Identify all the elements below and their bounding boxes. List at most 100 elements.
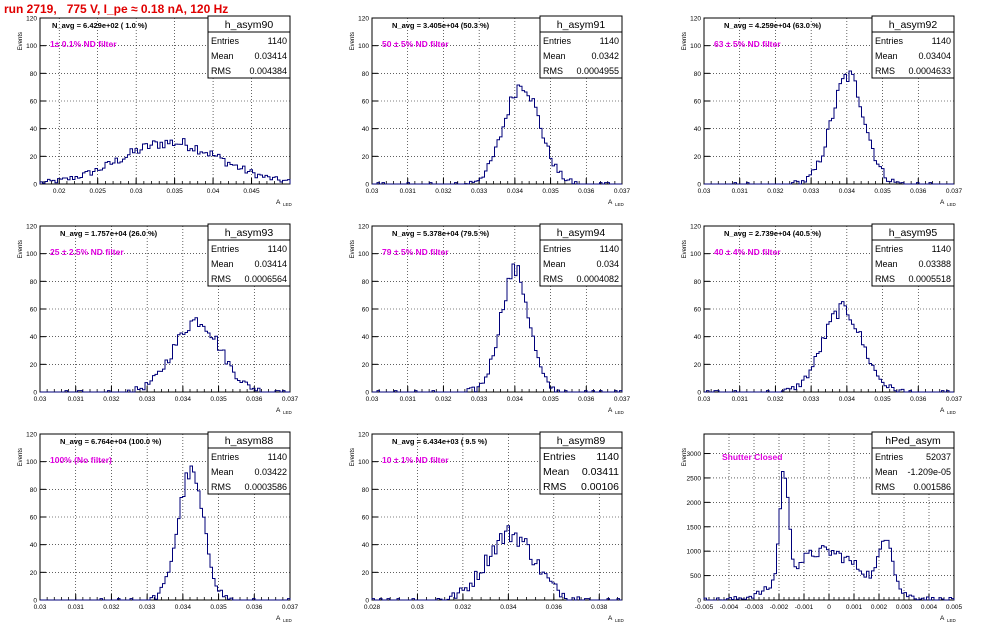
x-tick-label: 0.033 <box>471 188 488 195</box>
x-tick-label: 0.031 <box>400 188 417 195</box>
stat-value: 0.00106 <box>581 481 619 493</box>
x-tick-label: 0.037 <box>282 604 299 611</box>
x-tick-label: 0.033 <box>139 396 156 403</box>
stat-label: RMS <box>211 66 231 76</box>
y-tick-label: 20 <box>694 362 702 369</box>
x-tick-label: 0.032 <box>767 396 784 403</box>
y-tick-label: 100 <box>26 251 37 258</box>
stat-box: h_asym94 Entries 1140 Mean 0.034 RMS 0.0004082 <box>539 223 623 287</box>
y-tick-label: 120 <box>26 224 37 231</box>
x-tick-label: 0.037 <box>282 396 299 403</box>
stat-label: Entries <box>543 451 576 463</box>
histogram-name: h_asym90 <box>225 19 274 31</box>
x-axis-label: A <box>940 407 945 414</box>
stat-value: 0.0004633 <box>908 66 951 76</box>
x-tick-label: 0.031 <box>732 188 749 195</box>
y-tick-label: 60 <box>362 307 370 314</box>
x-tick-label: 0.032 <box>455 604 472 611</box>
y-axis-label: Events <box>682 240 688 258</box>
x-tick-label: 0.035 <box>166 188 183 195</box>
stat-box-body-frame <box>539 239 623 287</box>
x-axis-label: A <box>276 615 281 622</box>
y-tick-label: 120 <box>26 432 37 439</box>
y-tick-label: 60 <box>362 515 370 522</box>
x-tick-label: 0.034 <box>839 396 856 403</box>
y-axis-label: Events <box>682 448 688 466</box>
x-tick-label: 0.045 <box>243 188 260 195</box>
histogram-panel-h_asym89: 0 20 40 60 80 100 120 0.028 0.03 0.032 0.034 0.036 0… <box>350 431 625 622</box>
x-tick-label: 0.031 <box>68 396 85 403</box>
y-tick-label: 40 <box>30 126 38 133</box>
x-axis-label-subscript: LED <box>947 410 957 415</box>
y-axis-label: Events <box>350 240 356 258</box>
y-tick-label: 0 <box>697 390 701 397</box>
stat-value: 1140 <box>600 36 619 46</box>
y-tick-label: 120 <box>358 16 369 23</box>
stat-label: Mean <box>875 259 898 269</box>
y-tick-label: 60 <box>30 307 38 314</box>
plot-frame <box>703 225 955 393</box>
navg-label: N_avg = 3.405e+04 (50.3 %) <box>392 21 490 30</box>
stat-box-body-frame <box>207 239 291 287</box>
histogram-line <box>704 70 954 185</box>
x-axis-label-subscript: LED <box>283 202 293 207</box>
histogram-panel-h_asym88: 0 20 40 60 80 100 120 0.03 0.031 0.032 0.033 0.034 0… <box>18 431 299 622</box>
x-axis-label: A <box>608 615 613 622</box>
x-tick-label: 0.034 <box>175 604 192 611</box>
y-tick-label: 100 <box>690 43 701 50</box>
y-tick-label: 40 <box>362 334 370 341</box>
y-tick-label: 80 <box>362 487 370 494</box>
histogram-line <box>371 525 622 601</box>
stat-label: Mean <box>211 51 234 61</box>
x-tick-label: 0.035 <box>874 396 891 403</box>
x-tick-label: 0.034 <box>507 396 524 403</box>
x-tick-label: 0.03 <box>411 604 424 611</box>
stat-label: Mean <box>543 466 569 478</box>
y-tick-label: 500 <box>690 573 701 580</box>
filter-note: Shutter Closed <box>722 452 782 462</box>
stat-value: 0.03422 <box>254 467 287 477</box>
filter-note: 100% (No filter) <box>50 455 112 465</box>
y-tick-label: 100 <box>690 251 701 258</box>
stat-box: h_asym95 Entries 1140 Mean 0.03388 RMS 0.00055… <box>871 223 955 287</box>
stat-box: h_asym93 Entries 1140 Mean 0.03414 RMS 0.00065… <box>207 223 291 287</box>
x-tick-label: 0.031 <box>400 396 417 403</box>
y-tick-label: 60 <box>694 99 702 106</box>
x-tick-label: 0.036 <box>246 604 263 611</box>
stat-box-body-frame <box>539 447 623 495</box>
x-tick-label: -0.003 <box>745 604 764 611</box>
x-tick-label: 0.032 <box>435 188 452 195</box>
x-tick-label: 0.004 <box>921 604 938 611</box>
x-tick-label: 0.037 <box>614 396 631 403</box>
stat-label: RMS <box>211 274 231 284</box>
x-tick-label: 0 <box>827 604 831 611</box>
x-tick-label: 0.034 <box>500 604 517 611</box>
x-tick-label: 0.037 <box>946 188 963 195</box>
y-tick-label: 120 <box>690 16 701 23</box>
stat-label: Entries <box>211 452 240 462</box>
y-tick-label: 60 <box>30 99 38 106</box>
y-tick-label: 40 <box>362 542 370 549</box>
y-axis-label: Events <box>18 240 24 258</box>
stat-box: h_asym90 Entries 1140 Mean 0.03414 RMS 0.00438… <box>207 15 291 79</box>
x-tick-label: -0.002 <box>770 604 789 611</box>
y-tick-label: 40 <box>30 542 38 549</box>
stat-value: 0.0005518 <box>908 274 951 284</box>
y-axis-label: Events <box>18 448 24 466</box>
histogram-name: h_asym89 <box>557 435 606 447</box>
stat-box: h_asym88 Entries 1140 Mean 0.03422 RMS 0.00035… <box>207 431 291 495</box>
stat-box: h_asym91 Entries 1140 Mean 0.0342 RMS 0.000495… <box>539 15 623 79</box>
x-axis-label-subscript: LED <box>947 202 957 207</box>
y-tick-label: 20 <box>362 362 370 369</box>
histogram-line <box>39 138 291 184</box>
stat-label: Mean <box>543 259 566 269</box>
y-tick-label: 20 <box>694 154 702 161</box>
x-tick-label: 0.032 <box>767 188 784 195</box>
y-tick-label: 80 <box>694 71 702 78</box>
x-tick-label: 0.033 <box>471 396 488 403</box>
y-tick-label: 120 <box>358 432 369 439</box>
navg-label: N_avg = 5.378e+04 (79.5 %) <box>392 229 490 238</box>
y-axis-label: Events <box>350 448 356 466</box>
x-axis-label-subscript: LED <box>615 618 625 622</box>
filter-note: 40 ± 4% ND filter <box>714 247 781 257</box>
